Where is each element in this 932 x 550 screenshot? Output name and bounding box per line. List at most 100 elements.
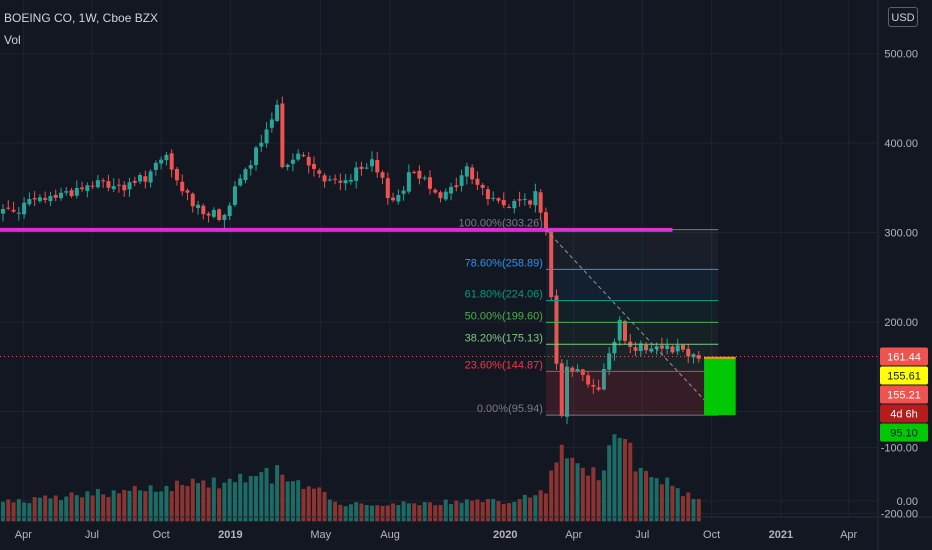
candle bbox=[438, 192, 443, 199]
candle bbox=[185, 190, 190, 193]
fib-level-label: 0.00%(95.94) bbox=[477, 403, 543, 415]
candle bbox=[580, 369, 585, 375]
volume-bar bbox=[628, 442, 633, 522]
candle bbox=[464, 166, 469, 177]
volume-bar bbox=[375, 505, 380, 522]
candle bbox=[190, 193, 195, 207]
volume-bar bbox=[74, 495, 79, 522]
candle bbox=[159, 159, 164, 164]
candle bbox=[64, 191, 69, 193]
volume-bar bbox=[380, 505, 385, 522]
candle bbox=[95, 180, 100, 188]
volume-bar bbox=[264, 467, 269, 522]
volume-bar bbox=[243, 482, 248, 522]
price-label-box bbox=[880, 423, 928, 442]
candle bbox=[280, 103, 285, 168]
volume-bar bbox=[433, 505, 438, 522]
volume-bar bbox=[475, 499, 480, 522]
candle bbox=[37, 197, 42, 202]
volume-bar bbox=[285, 481, 290, 522]
volume-bar bbox=[612, 434, 617, 522]
volume-bar bbox=[153, 491, 158, 522]
candle bbox=[454, 185, 459, 188]
candle bbox=[322, 175, 327, 182]
currency-button[interactable]: USD bbox=[888, 7, 918, 27]
volume-bar bbox=[580, 467, 585, 522]
volume-bar bbox=[211, 477, 216, 522]
candle bbox=[16, 212, 21, 214]
volume-bar bbox=[222, 482, 227, 522]
volume-bar bbox=[343, 506, 348, 522]
volume-bar bbox=[275, 465, 280, 522]
candle bbox=[138, 174, 143, 182]
fib-level-label: 100.00%(303.26) bbox=[459, 218, 543, 230]
candle bbox=[586, 375, 591, 385]
volume-bar bbox=[591, 467, 596, 522]
time-tick-label: Oct bbox=[703, 529, 720, 541]
candle bbox=[385, 178, 390, 199]
candle bbox=[354, 167, 359, 181]
volume-bar bbox=[85, 491, 90, 522]
target-zone-box[interactable] bbox=[704, 357, 736, 416]
candle bbox=[11, 209, 16, 212]
candle bbox=[665, 345, 670, 349]
candle bbox=[22, 202, 27, 215]
volume-bar bbox=[174, 480, 179, 522]
volume-bar bbox=[533, 495, 538, 522]
volume-bar bbox=[412, 503, 417, 522]
candle bbox=[522, 198, 527, 200]
volume-bar bbox=[491, 498, 496, 522]
volume-bar bbox=[496, 501, 501, 522]
volume-bar bbox=[248, 476, 253, 522]
volume-bar bbox=[438, 504, 443, 522]
volume-bar bbox=[485, 498, 490, 522]
volume-bar bbox=[53, 495, 58, 522]
candle bbox=[116, 184, 121, 186]
volume-indicator-label[interactable]: Vol bbox=[4, 33, 21, 47]
fib-zone bbox=[545, 300, 719, 323]
candle bbox=[143, 176, 148, 182]
volume-bar bbox=[459, 502, 464, 522]
candle bbox=[53, 194, 58, 198]
fib-zone bbox=[545, 229, 719, 270]
price-tick-label: 400.00 bbox=[884, 138, 918, 150]
candle bbox=[264, 129, 269, 144]
volume-bar bbox=[369, 505, 374, 522]
volume-bar bbox=[359, 503, 364, 522]
price-tick-label: 500.00 bbox=[884, 49, 918, 61]
candle bbox=[259, 142, 264, 147]
volume-bar bbox=[554, 462, 559, 522]
candle bbox=[612, 341, 617, 354]
candle bbox=[480, 184, 485, 188]
candle bbox=[675, 345, 680, 352]
volume-bar bbox=[675, 488, 680, 522]
volume-bar bbox=[364, 505, 369, 522]
volume-bar bbox=[138, 490, 143, 522]
candle bbox=[417, 170, 422, 179]
volume-bar bbox=[406, 503, 411, 522]
fib-level-label: 23.60%(144.87) bbox=[465, 359, 543, 371]
candle bbox=[654, 346, 659, 349]
candle bbox=[153, 162, 158, 170]
volume-bar bbox=[391, 503, 396, 522]
candle bbox=[485, 189, 490, 200]
volume-bar bbox=[27, 503, 32, 522]
candle bbox=[422, 177, 427, 179]
volume-bar bbox=[417, 505, 422, 522]
time-tick-label: Aug bbox=[380, 529, 400, 541]
candle bbox=[369, 159, 374, 167]
candle bbox=[327, 179, 332, 181]
volume-bar bbox=[127, 490, 132, 522]
candle bbox=[622, 320, 627, 341]
volume-bar bbox=[696, 498, 701, 522]
volume-bar bbox=[148, 485, 153, 522]
candle bbox=[269, 119, 274, 128]
volume-bar bbox=[132, 485, 137, 522]
fib-level-label: 50.00%(199.60) bbox=[465, 310, 543, 322]
price-axis-pane bbox=[878, 0, 932, 550]
candle bbox=[559, 363, 564, 416]
volume-bar bbox=[607, 445, 612, 522]
candle bbox=[591, 384, 596, 387]
volume-bar bbox=[575, 463, 580, 522]
